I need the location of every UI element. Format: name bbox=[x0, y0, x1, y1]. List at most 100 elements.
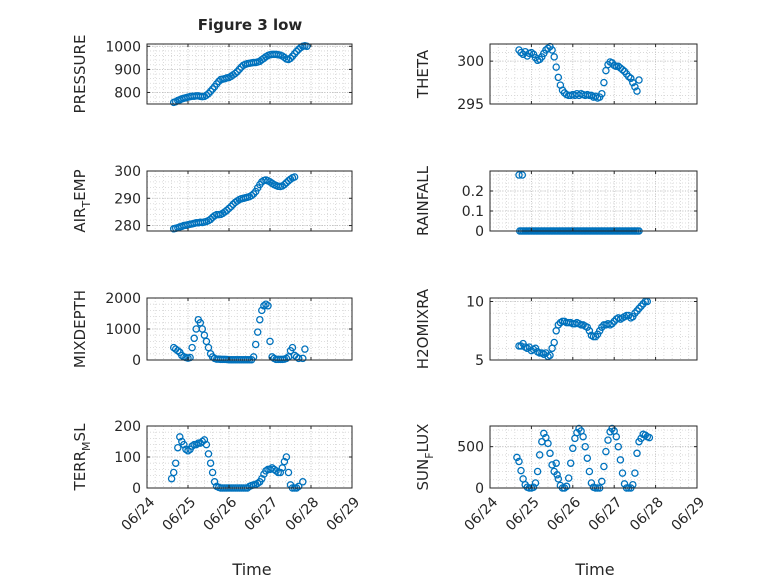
data-point-sun_flux bbox=[531, 479, 540, 487]
y-axis-label-sun_flux: SUNFLUX bbox=[414, 424, 436, 491]
data-point-mixdepth bbox=[266, 337, 274, 346]
data-point-sun_flux bbox=[554, 475, 563, 483]
data-point-sun_flux bbox=[517, 466, 525, 475]
data-point-sun_flux bbox=[583, 454, 592, 462]
data-point-h2omixra bbox=[631, 309, 639, 317]
x-tick-label: 06/28 bbox=[627, 494, 667, 534]
data-point-sun_flux bbox=[548, 461, 556, 469]
data-point-air_temp bbox=[247, 191, 256, 200]
data-point-terr_msl bbox=[210, 478, 219, 486]
data-point-sun_flux bbox=[579, 432, 587, 441]
y-tick-label: 0.1 bbox=[462, 204, 484, 220]
x-tick-label: 06/26 bbox=[544, 494, 584, 534]
data-point-theta bbox=[624, 72, 633, 81]
y-tick-label: 1000 bbox=[105, 39, 141, 55]
axes-box bbox=[489, 43, 698, 105]
data-point-terr_msl bbox=[278, 464, 287, 472]
data-point-mixdepth bbox=[260, 302, 268, 310]
data-point-mixdepth bbox=[262, 300, 270, 308]
y-tick-label: 2000 bbox=[105, 291, 141, 307]
data-point-theta bbox=[544, 44, 552, 53]
data-point-pressure bbox=[231, 69, 239, 78]
data-point-terr_msl bbox=[204, 450, 213, 458]
x-axis-label-right: Time bbox=[574, 560, 614, 579]
data-point-sun_flux bbox=[614, 442, 623, 451]
axes-box bbox=[489, 297, 698, 361]
data-point-sun_flux bbox=[618, 469, 627, 477]
data-point-pressure bbox=[233, 67, 241, 76]
data-point-terr_msl bbox=[174, 443, 182, 452]
subplot-air_temp: 280 290 300 AIRTEMP bbox=[71, 164, 353, 235]
data-point-air_temp bbox=[225, 204, 233, 213]
data-point-sun_flux bbox=[552, 459, 560, 467]
y-axis-label-terr_msl: TERRMSL bbox=[71, 423, 93, 492]
data-point-sun_flux bbox=[620, 480, 629, 488]
y-tick-label: 280 bbox=[114, 219, 141, 235]
y-tick-label: 0 bbox=[132, 481, 141, 497]
data-point-sun_flux bbox=[529, 483, 538, 491]
y-tick-label: 0 bbox=[132, 353, 141, 369]
y-tick-label: 800 bbox=[114, 85, 141, 101]
subplot-theta: 295 300 THETA bbox=[414, 42, 698, 113]
data-point-sun_flux bbox=[604, 436, 612, 444]
y-tick-label: 0.2 bbox=[462, 184, 484, 200]
data-point-pressure bbox=[204, 89, 213, 98]
data-point-sun_flux bbox=[585, 467, 594, 476]
data-point-terr_msl bbox=[253, 479, 262, 488]
y-tick-label: 300 bbox=[114, 164, 141, 180]
data-point-terr_msl bbox=[276, 468, 285, 477]
data-point-terr_msl bbox=[280, 457, 289, 466]
x-tick-label: 06/25 bbox=[503, 494, 543, 534]
data-point-terr_msl bbox=[206, 459, 215, 467]
data-point-mixdepth bbox=[299, 354, 307, 363]
data-point-h2omixra bbox=[546, 351, 554, 360]
x-tick-label: 06/28 bbox=[282, 494, 322, 534]
data-point-terr_msl bbox=[294, 482, 303, 491]
data-point-sun_flux bbox=[616, 456, 625, 464]
data-point-theta bbox=[527, 48, 536, 57]
y-axis-label-pressure: PRESSURE bbox=[71, 35, 89, 114]
subplot-pressure: 800 900 1000 PRESSURE bbox=[71, 35, 353, 114]
data-point-mixdepth bbox=[301, 345, 309, 353]
data-point-terr_msl bbox=[176, 433, 184, 441]
y-tick-label: 10 bbox=[466, 295, 484, 311]
data-point-terr_msl bbox=[208, 468, 217, 477]
data-point-pressure bbox=[202, 91, 211, 99]
y-axis-label-air_temp: AIRTEMP bbox=[71, 169, 93, 232]
data-point-sun_flux bbox=[513, 453, 521, 462]
data-point-sun_flux bbox=[540, 429, 548, 438]
data-point-terr_msl bbox=[284, 468, 293, 477]
x-tick-label: 06/29 bbox=[323, 494, 363, 534]
data-point-rainfall bbox=[515, 171, 523, 179]
data-point-theta bbox=[548, 46, 556, 54]
data-point-theta bbox=[552, 63, 560, 71]
y-tick-label: 200 bbox=[114, 419, 141, 435]
y-tick-label: 0 bbox=[475, 481, 484, 497]
data-point-theta bbox=[550, 53, 558, 61]
data-point-sun_flux bbox=[600, 462, 608, 471]
data-point-theta bbox=[633, 87, 641, 95]
x-tick-label: 06/27 bbox=[241, 494, 281, 534]
data-point-terr_msl bbox=[202, 440, 211, 449]
data-point-sun_flux bbox=[633, 449, 641, 458]
data-point-sun_flux bbox=[631, 469, 639, 477]
data-point-sun_flux bbox=[544, 439, 552, 448]
data-point-terr_msl bbox=[200, 436, 209, 444]
data-point-mixdepth bbox=[258, 306, 266, 315]
data-point-sun_flux bbox=[564, 474, 573, 482]
data-point-pressure bbox=[215, 77, 223, 86]
data-point-sun_flux bbox=[612, 432, 621, 441]
axes-box bbox=[489, 425, 698, 489]
data-point-terr_msl bbox=[180, 440, 188, 449]
data-point-mixdepth bbox=[190, 334, 198, 343]
x-tick-label: 06/24 bbox=[461, 494, 501, 534]
data-point-mixdepth bbox=[253, 328, 262, 336]
data-point-air_temp bbox=[227, 202, 235, 211]
data-point-sun_flux bbox=[546, 449, 554, 458]
data-point-terr_msl bbox=[272, 467, 280, 475]
data-point-air_temp bbox=[290, 173, 299, 181]
y-tick-label: 100 bbox=[114, 450, 141, 466]
data-point-terr_msl bbox=[169, 468, 178, 477]
data-point-mixdepth bbox=[288, 343, 297, 352]
